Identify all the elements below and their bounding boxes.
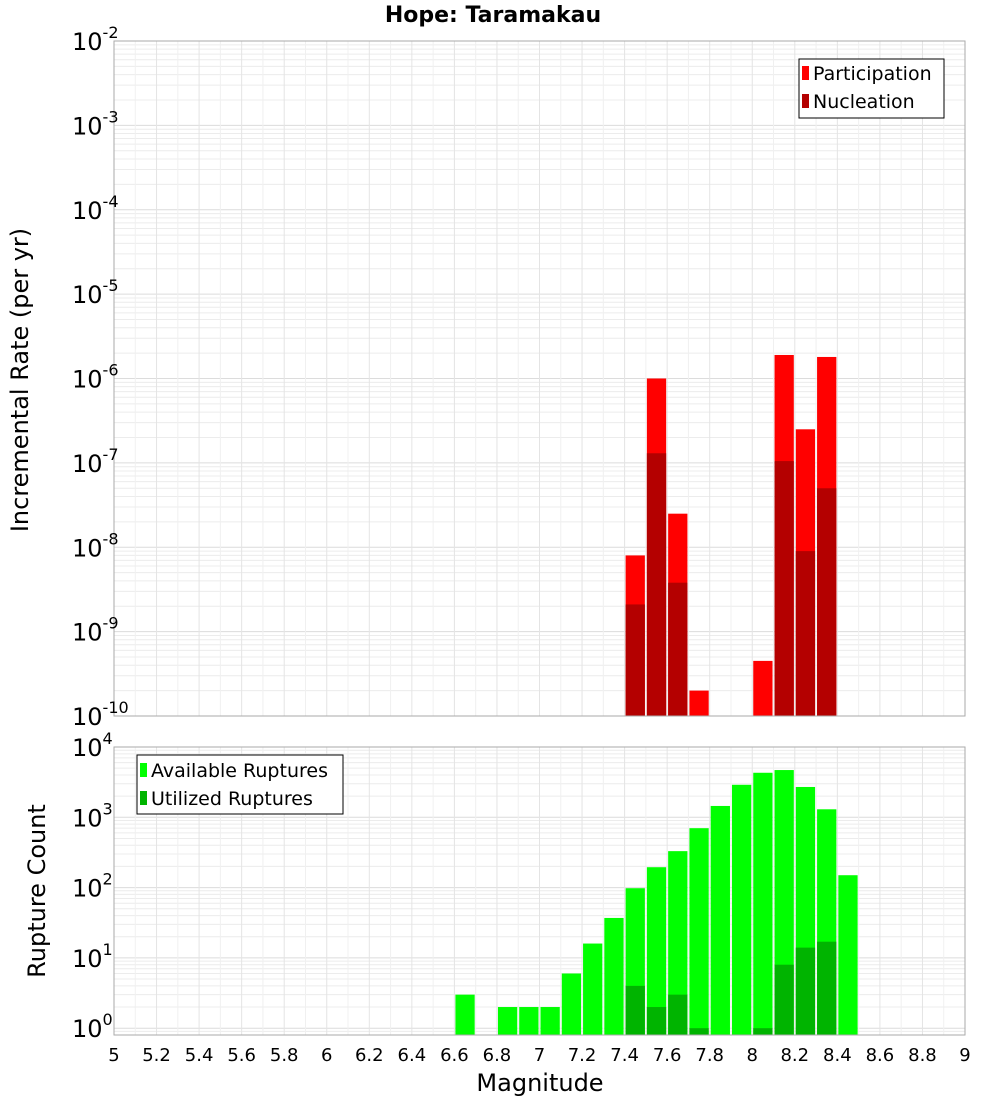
- bottom-bar-available-ruptures: [668, 851, 688, 1035]
- x-tick-label: 6.6: [440, 1045, 469, 1066]
- bottom-y-tick-labels: 104 103 102 101 100: [72, 729, 113, 1043]
- x-tick-label: 6.4: [398, 1045, 427, 1066]
- x-tick-label: 6: [321, 1045, 332, 1066]
- top-plot-bars: [625, 354, 837, 716]
- x-tick-label: 8.6: [866, 1045, 895, 1066]
- bottom-plot-bars: [455, 770, 858, 1035]
- legend-label-utilized-ruptures: Utilized Ruptures: [151, 788, 313, 810]
- bottom-bar-available-ruptures: [604, 917, 624, 1035]
- bottom-bar-available-ruptures: [519, 1007, 539, 1035]
- bottom-y-tick-label: 100: [72, 1010, 113, 1043]
- x-tick-label: 8: [747, 1045, 758, 1066]
- chart-title: Hope: Taramakau: [385, 3, 601, 28]
- top-legend-box: [798, 58, 945, 119]
- top-y-tick-label: 10-10: [72, 698, 129, 731]
- top-y-tick-label: 10-3: [72, 107, 119, 140]
- top-bar-participation: [689, 690, 709, 716]
- top-bar-nucleation: [795, 551, 816, 716]
- top-y-tick-label: 10-2: [72, 23, 119, 56]
- bottom-y-axis-label: Rupture Count: [23, 804, 51, 978]
- bottom-bar-utilized-ruptures: [668, 994, 688, 1035]
- top-y-tick-label: 10-5: [72, 276, 119, 309]
- x-tick-label: 6.8: [483, 1045, 512, 1066]
- top-legend: Participation Nucleation: [798, 58, 945, 119]
- bottom-bar-utilized-ruptures: [625, 985, 645, 1035]
- bottom-plot-frame: [113, 746, 966, 1036]
- legend-swatch-utilized-ruptures: [140, 791, 147, 805]
- x-tick-label: 7: [534, 1045, 545, 1066]
- legend-label-participation: Participation: [813, 63, 932, 85]
- x-tick-label: 8.2: [780, 1045, 809, 1066]
- bottom-bar-available-ruptures: [753, 772, 773, 1035]
- x-tick-label: 7.8: [695, 1045, 724, 1066]
- x-tick-labels: 5 5.2 5.4 5.6 5.8 6 6.2 6.4 6.6 6.8 7 7.2 7.4 7.6 7.8 8…: [108, 1045, 970, 1066]
- bottom-bar-available-ruptures: [646, 867, 667, 1035]
- legend-label-nucleation: Nucleation: [813, 91, 915, 113]
- legend-swatch-available-ruptures: [140, 763, 147, 777]
- top-bar-participation: [753, 660, 773, 716]
- top-plot-frame: [113, 40, 966, 717]
- bottom-legend-box: [136, 754, 344, 815]
- legend-swatch-participation: [802, 66, 809, 80]
- x-tick-label: 9: [959, 1045, 970, 1066]
- bottom-bar-available-ruptures: [455, 994, 475, 1035]
- x-tick-label: 8.4: [823, 1045, 852, 1066]
- top-y-tick-label: 10-6: [72, 361, 119, 394]
- top-y-tick-label: 10-4: [72, 192, 119, 225]
- bottom-y-tick-label: 101: [72, 940, 113, 973]
- x-tick-label: 5.8: [270, 1045, 299, 1066]
- top-y-axis-label: Incremental Rate (per yr): [6, 228, 34, 532]
- top-y-tick-label: 10-8: [72, 529, 119, 562]
- bottom-bar-utilized-ruptures: [795, 947, 816, 1035]
- bottom-bar-available-ruptures: [710, 805, 730, 1035]
- top-bar-nucleation: [625, 604, 645, 716]
- bottom-bar-utilized-ruptures: [774, 964, 794, 1035]
- bottom-bar-available-ruptures: [689, 828, 709, 1035]
- x-tick-label: 7.4: [610, 1045, 639, 1066]
- bottom-bar-utilized-ruptures: [817, 941, 837, 1035]
- bottom-bar-available-ruptures: [731, 784, 752, 1035]
- x-tick-label: 6.2: [355, 1045, 384, 1066]
- x-tick-label: 5.4: [185, 1045, 214, 1066]
- top-bar-nucleation: [668, 582, 688, 716]
- bottom-bar-utilized-ruptures: [689, 1028, 709, 1035]
- bottom-bar-available-ruptures: [540, 1007, 560, 1035]
- x-tick-label: 5.2: [142, 1045, 171, 1066]
- x-tick-label: 7.6: [653, 1045, 682, 1066]
- legend-label-available-ruptures: Available Ruptures: [151, 760, 328, 782]
- bottom-bar-available-ruptures: [497, 1007, 518, 1035]
- bottom-y-tick-label: 104: [72, 729, 113, 762]
- x-tick-label: 8.8: [908, 1045, 937, 1066]
- bottom-bar-available-ruptures: [561, 973, 582, 1035]
- bottom-bar-available-ruptures: [583, 943, 603, 1035]
- top-bar-nucleation: [774, 461, 794, 716]
- bottom-y-tick-label: 103: [72, 799, 113, 832]
- x-tick-label: 5: [108, 1045, 119, 1066]
- bottom-bar-utilized-ruptures: [646, 1007, 667, 1035]
- bottom-bar-utilized-ruptures: [753, 1028, 773, 1035]
- x-axis-label: Magnitude: [476, 1069, 603, 1097]
- bottom-y-tick-label: 102: [72, 870, 113, 903]
- top-y-tick-label: 10-7: [72, 445, 119, 478]
- top-y-tick-labels: 10-2 10-3 10-4 10-5 10-6 10-7 10-8 10-9 10-10: [72, 23, 129, 731]
- legend-swatch-nucleation: [802, 94, 809, 108]
- x-tick-label: 7.2: [568, 1045, 597, 1066]
- bottom-bar-available-ruptures: [838, 875, 858, 1035]
- top-bar-nucleation: [646, 453, 667, 716]
- top-bar-nucleation: [817, 488, 837, 716]
- x-tick-label: 5.6: [227, 1045, 256, 1066]
- top-y-tick-label: 10-9: [72, 614, 119, 647]
- top-plot-grid: [113, 40, 966, 717]
- bottom-legend: Available Ruptures Utilized Ruptures: [136, 754, 344, 815]
